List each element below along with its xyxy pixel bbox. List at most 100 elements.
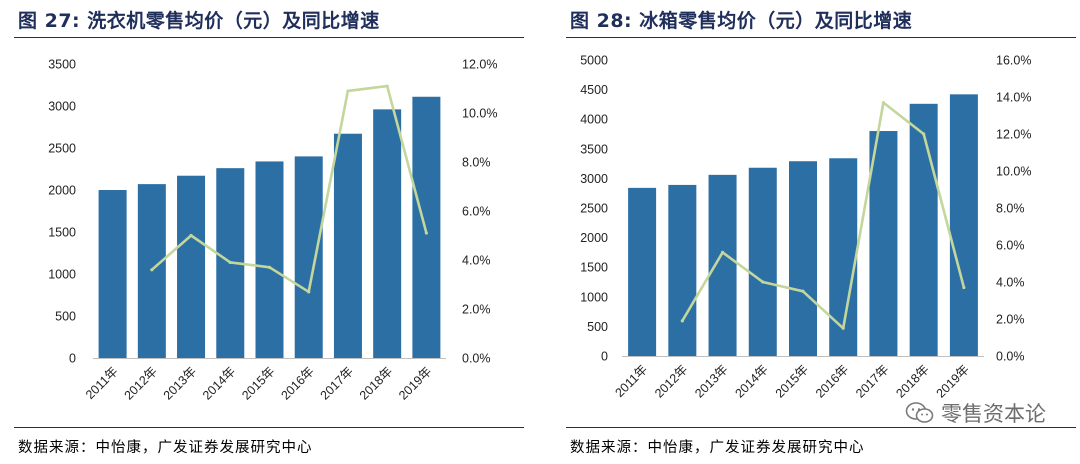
bar <box>748 167 777 356</box>
x-axis-category-label: 2014年 <box>200 364 238 402</box>
growth-rate-line <box>681 101 966 330</box>
bar <box>333 133 362 358</box>
growth-rate-point <box>761 280 765 284</box>
refrigerator-price-chart: 0 500 1000 1500 2000 2500 3000 3500 4000 4500 5000… <box>580 54 1031 401</box>
x-axis-category-label: 2011年 <box>612 362 650 400</box>
left-axis-tick-label: 4000 <box>580 113 608 127</box>
bar <box>789 161 817 356</box>
x-axis-category-label: 2013年 <box>692 362 730 400</box>
right-axis-tick-label: 14.0% <box>996 91 1031 105</box>
right-axis-tick-label: 0.0% <box>996 350 1025 364</box>
growth-rate-point <box>922 132 926 136</box>
figure-27-bottom-rule <box>14 427 524 428</box>
growth-rate-point <box>801 289 805 293</box>
growth-rate-point <box>228 260 232 265</box>
figure-27-source: 数据来源：中怡康，广发证券发展研究中心 <box>18 440 313 456</box>
left-axis-tick-label: 3000 <box>48 100 76 114</box>
growth-rate-point <box>962 285 966 290</box>
bar <box>373 109 402 358</box>
figure-27-title: 图 27: 洗衣机零售均价（元）及同比增速 <box>18 10 380 32</box>
bar <box>869 131 898 356</box>
growth-rate-point <box>841 326 845 330</box>
figure-28-source: 数据来源：中怡康，广发证券发展研究中心 <box>570 440 865 456</box>
left-axis-tick-label: 500 <box>587 320 608 334</box>
right-axis-tick-label: 10.0% <box>996 165 1031 179</box>
growth-rate-point <box>346 89 350 93</box>
figure-28-title-rule <box>566 37 1076 38</box>
right-axis-tick-label: 6.0% <box>996 239 1025 253</box>
bar <box>294 156 323 358</box>
bar <box>255 161 284 358</box>
growth-rate-point <box>267 265 272 269</box>
right-axis-tick-label: 8.0% <box>462 156 491 170</box>
figure-27-title-rule <box>14 37 524 38</box>
right-axis-tick-label: 8.0% <box>996 202 1025 216</box>
left-axis-tick-label: 1000 <box>580 290 608 304</box>
x-axis-category-label: 2015年 <box>773 362 811 400</box>
left-axis-tick-label: 0 <box>69 352 76 366</box>
x-axis-category-label: 2012年 <box>652 362 690 400</box>
bar <box>909 103 938 356</box>
watermark: 零售资本论 <box>905 398 1046 428</box>
growth-rate-point <box>385 84 389 88</box>
left-axis-tick-label: 4500 <box>580 83 608 97</box>
left-axis-tick-label: 3500 <box>580 142 608 156</box>
left-axis-tick-label: 1500 <box>580 261 608 275</box>
right-axis-tick-label: 2.0% <box>462 303 491 317</box>
x-axis-category-label: 2016年 <box>278 364 316 402</box>
left-axis-tick-label: 3000 <box>580 172 608 186</box>
left-axis-tick-label: 3500 <box>48 58 76 72</box>
x-axis-category-label: 2013年 <box>161 364 199 402</box>
right-axis-tick-label: 16.0% <box>996 54 1031 68</box>
x-axis-category-label: 2016年 <box>813 362 851 400</box>
wechat-icon <box>905 402 934 423</box>
right-axis-tick-label: 4.0% <box>996 276 1025 290</box>
watermark-text: 零售资本论 <box>941 402 1046 426</box>
bar <box>177 175 206 358</box>
figure-28-panel: 图 28: 冰箱零售均价（元）及同比增速 0 500 1000 1500 2000 250… <box>552 0 1080 464</box>
left-axis-tick-label: 2000 <box>580 231 608 245</box>
bar <box>668 184 697 356</box>
x-axis-category-label: 2019年 <box>396 364 434 402</box>
growth-rate-line <box>150 84 428 294</box>
right-axis-tick-label: 2.0% <box>996 313 1025 327</box>
right-axis-tick-label: 0.0% <box>462 352 491 366</box>
bar <box>708 174 737 356</box>
bar <box>628 187 657 356</box>
growth-rate-point <box>881 100 886 105</box>
growth-rate-point <box>189 233 193 238</box>
left-axis-tick-label: 2500 <box>48 142 76 156</box>
left-axis-tick-label: 1000 <box>48 268 76 282</box>
x-axis-category-label: 2014年 <box>732 362 770 400</box>
left-axis-tick-label: 2500 <box>580 202 608 216</box>
growth-rate-point <box>307 290 311 294</box>
figure-28-bottom-rule <box>566 427 1076 428</box>
x-axis-category-label: 2019年 <box>934 362 972 400</box>
x-axis-category-label: 2018年 <box>357 364 395 402</box>
left-axis-tick-label: 5000 <box>580 54 608 68</box>
growth-rate-point <box>720 250 725 254</box>
right-axis-tick-label: 4.0% <box>462 254 491 268</box>
figure-28-title: 图 28: 冰箱零售均价（元）及同比增速 <box>570 10 913 32</box>
right-axis-tick-label: 12.0% <box>462 58 497 72</box>
washing-machine-price-chart: 0 500 1000 1500 2000 2500 3000 3500 0.0% 2.0% 4.0%… <box>48 58 497 403</box>
x-axis-category-label: 2018年 <box>893 362 931 400</box>
bar <box>98 190 127 358</box>
left-axis-tick-label: 500 <box>55 310 76 324</box>
left-axis-tick-label: 0 <box>601 350 608 364</box>
right-axis-tick-label: 6.0% <box>462 205 491 219</box>
bar <box>412 96 441 358</box>
growth-rate-point <box>424 231 428 235</box>
right-axis-tick-label: 12.0% <box>996 128 1031 142</box>
x-axis-category-label: 2012年 <box>122 364 160 402</box>
figure-27-panel: 图 27: 洗衣机零售均价（元）及同比增速 0 500 1000 1500 2000 25… <box>0 0 530 464</box>
x-axis-category-label: 2015年 <box>239 364 277 402</box>
growth-rate-point <box>150 268 154 272</box>
growth-rate-point <box>680 319 684 323</box>
bar <box>949 94 978 356</box>
x-axis-category-label: 2017年 <box>318 364 356 402</box>
left-axis-tick-label: 1500 <box>48 226 76 240</box>
x-axis-category-label: 2011年 <box>83 364 121 402</box>
right-axis-tick-label: 10.0% <box>462 107 497 121</box>
